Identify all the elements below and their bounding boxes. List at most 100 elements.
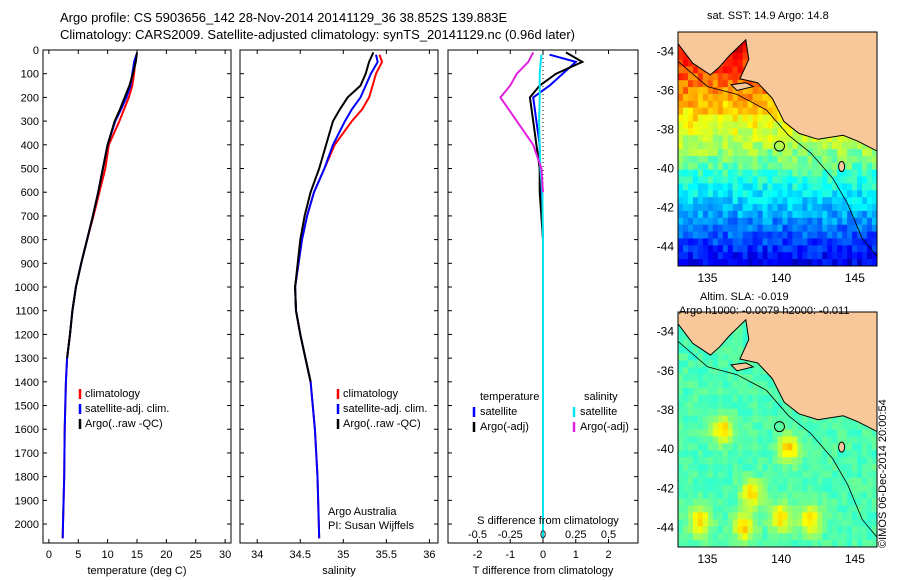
map-cell (847, 190, 853, 198)
map-cell (702, 519, 709, 527)
map-cell (792, 155, 798, 164)
map-cell (688, 408, 694, 417)
map-cell (712, 176, 719, 184)
map-cell (852, 471, 858, 479)
map-cell (762, 512, 769, 520)
map-cell (737, 339, 744, 348)
map-cell (792, 498, 798, 507)
map-cell (837, 210, 843, 219)
map-cell (683, 231, 689, 240)
map-cell (712, 224, 719, 233)
map-y-tick-label: -40 (657, 162, 675, 176)
map-cell (752, 415, 759, 424)
map-cell (707, 210, 714, 219)
map-cell (688, 519, 694, 527)
map-cell (697, 408, 704, 417)
map-cell (827, 505, 833, 513)
map-cell (847, 491, 853, 500)
map-cell (747, 155, 754, 164)
map-cell (842, 533, 848, 541)
land-mass (678, 312, 877, 433)
map-cell (683, 381, 689, 389)
map-cell (747, 457, 754, 465)
map-cell (767, 169, 774, 178)
map-cell (857, 183, 863, 191)
map-cell (802, 176, 808, 184)
map-cell (722, 155, 729, 164)
sla-map-subtitle: Argo h1000: -0.0079 h2000: -0.011 (679, 305, 850, 317)
map-cell (757, 93, 764, 102)
map-cell (707, 505, 714, 513)
map-cell (772, 491, 779, 500)
island (730, 362, 755, 372)
map-cell (777, 204, 784, 212)
map-cell (762, 540, 769, 547)
map-cell (678, 176, 684, 184)
map-cell (752, 135, 759, 143)
map-cell (688, 498, 694, 507)
map-cell (742, 471, 749, 479)
map-cell (727, 519, 734, 527)
map-x-tick-label: 135 (697, 552, 717, 566)
map-cell (762, 107, 769, 116)
map-cell (717, 471, 724, 479)
map-cell (737, 436, 744, 444)
map-cell (787, 533, 794, 541)
map-cell (817, 252, 823, 260)
series-line-salinity-argo-adj- (499, 51, 544, 193)
map-cell (707, 394, 714, 403)
map-cell (847, 252, 853, 260)
map-cell (737, 498, 744, 507)
map-cell (757, 204, 764, 212)
map-cell (732, 204, 739, 212)
map-cell (807, 197, 813, 205)
map-cell (827, 457, 833, 465)
map-cell (678, 526, 684, 534)
map-cell (707, 107, 714, 116)
map-cell (797, 259, 803, 266)
map-cell (797, 443, 803, 451)
map-cell (707, 367, 714, 375)
map-cell (717, 204, 724, 212)
map-cell (757, 422, 764, 431)
map-cell (867, 252, 873, 260)
map-cell (727, 526, 734, 534)
map-cell (852, 436, 858, 444)
map-cell (837, 505, 843, 513)
map-cell (812, 498, 818, 507)
y-tick-label: 200 (21, 92, 39, 104)
map-cell (817, 422, 823, 431)
map-cell (837, 491, 843, 500)
map-cell (737, 87, 744, 95)
map-cell (722, 512, 729, 520)
map-cell (747, 401, 754, 410)
map-cell (737, 533, 744, 541)
map-cell (752, 422, 759, 431)
map-cell (742, 155, 749, 164)
map-cell (752, 464, 759, 472)
map-cell (678, 471, 684, 479)
map-cell (697, 422, 704, 431)
map-cell (857, 197, 863, 205)
map-cell (678, 464, 684, 472)
map-cell (797, 415, 803, 424)
map-cell (777, 197, 784, 205)
map-cell (792, 533, 798, 541)
map-cell (857, 477, 863, 486)
map-cell (752, 394, 759, 403)
map-cell (683, 224, 689, 233)
map-cell (722, 491, 729, 500)
map-cell (732, 519, 739, 527)
map-cell (767, 381, 774, 389)
map-cell (697, 381, 704, 389)
map-cell (757, 197, 764, 205)
map-cell (782, 176, 789, 184)
map-cell (802, 204, 808, 212)
map-cell (732, 533, 739, 541)
map-cell (812, 477, 818, 486)
map-cell (752, 505, 759, 513)
map-cell (867, 498, 873, 507)
y-tick-label: 1500 (15, 401, 39, 413)
map-cell (688, 190, 694, 198)
map-cell (717, 224, 724, 233)
